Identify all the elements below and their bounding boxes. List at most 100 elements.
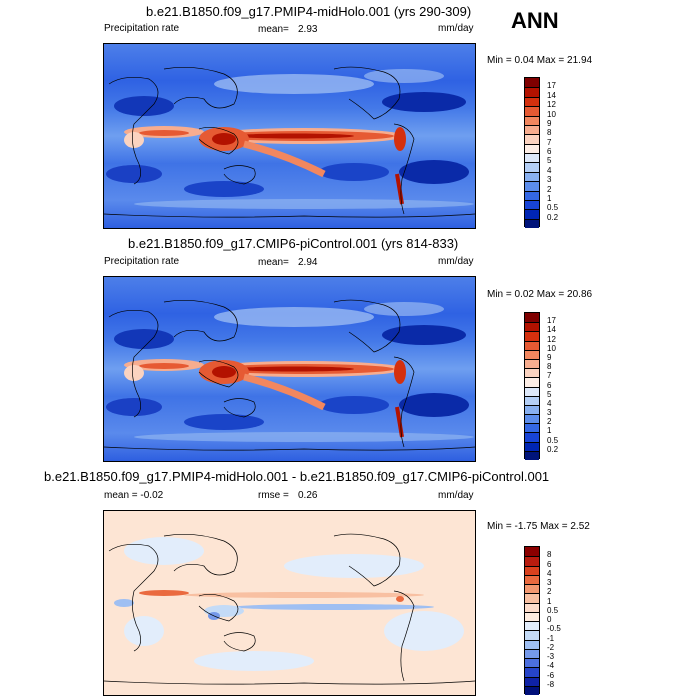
colorbar-cell [525, 584, 539, 594]
colorbar-label: 0.2 [547, 444, 559, 454]
colorbar-cell [525, 593, 539, 603]
panel-1-mean-value: 2.93 [298, 24, 318, 35]
panel-1-mean-label: mean= [258, 24, 289, 35]
panel-2-title: b.e21.B1850.f09_g17.CMIP6-piControl.001 … [128, 236, 459, 251]
colorbar-cell [525, 143, 539, 153]
colorbar-cell [525, 611, 539, 621]
season-label: ANN [511, 8, 559, 33]
colorbar-cell [525, 441, 539, 451]
colorbar-label: -1 [547, 633, 555, 643]
colorbar-cell [525, 630, 539, 640]
precipitation-map-2 [104, 277, 475, 461]
precipitation-map-1 [104, 44, 475, 228]
colorbar-label: 12 [547, 334, 556, 344]
colorbar-cell [525, 96, 539, 107]
colorbar-label: 4 [547, 398, 552, 408]
colorbar-cell [525, 349, 539, 359]
colorbar-cell [525, 199, 539, 210]
colorbar-label: 1 [547, 193, 552, 203]
colorbar-cell [525, 209, 539, 219]
colorbar-label: -2 [547, 642, 555, 652]
difference-map [104, 511, 475, 695]
panel-2-colorbar [524, 312, 540, 460]
colorbar-cell [525, 423, 539, 433]
colorbar-cell [525, 556, 539, 566]
colorbar-cell [525, 115, 539, 125]
colorbar-label: 8 [547, 550, 552, 560]
colorbar-label: 0.5 [547, 435, 559, 445]
colorbar-cell [525, 106, 539, 116]
colorbar-label: 5 [547, 389, 552, 399]
panel-1-colorbar [524, 77, 540, 228]
colorbar-label: 3 [547, 175, 552, 185]
colorbar-label: 4 [547, 165, 552, 175]
panel-1-title: b.e21.B1850.f09_g17.PMIP4-midHolo.001 (y… [146, 4, 472, 19]
panel-3-units: mm/day [438, 490, 474, 501]
panel-2-map [103, 276, 476, 462]
colorbar-cell [525, 368, 539, 378]
colorbar-label: 14 [547, 90, 556, 100]
colorbar-label: -6 [547, 670, 555, 680]
panel-3-rmse-label: rmse = [258, 490, 289, 501]
colorbar-cell [525, 87, 539, 97]
colorbar-label: -3 [547, 652, 555, 661]
colorbar-cell [525, 340, 539, 350]
colorbar-label: 14 [547, 325, 556, 335]
colorbar-label: 4 [547, 568, 552, 578]
colorbar-cell [525, 322, 539, 332]
panel-1-map [103, 43, 476, 229]
colorbar-cell [525, 78, 539, 88]
colorbar-cell [525, 450, 539, 460]
colorbar-label: 9 [547, 118, 552, 128]
colorbar-cell [525, 218, 539, 228]
colorbar-cell [525, 432, 539, 442]
panel-3-colorbar [524, 546, 540, 695]
colorbar-label: 2 [547, 184, 552, 194]
colorbar-label: 8 [547, 362, 552, 372]
colorbar-cell [525, 676, 539, 686]
colorbar-label: 7 [547, 371, 552, 381]
colorbar-label: 3 [547, 408, 552, 418]
colorbar-label: 17 [547, 81, 556, 91]
colorbar-cell [525, 171, 539, 182]
colorbar-cell [525, 414, 539, 424]
panel-3-map [103, 510, 476, 696]
colorbar-label: 1 [547, 426, 552, 436]
panel-2-mean-label: mean= [258, 257, 289, 268]
colorbar-cell [525, 153, 539, 163]
colorbar-label: 6 [547, 147, 552, 156]
colorbar-cell [525, 124, 539, 135]
colorbar-label: -4 [547, 661, 555, 671]
colorbar-cell [525, 377, 539, 387]
panel-2-mean-value: 2.94 [298, 257, 318, 268]
panel-3-rmse-value: 0.26 [298, 490, 318, 501]
panel-3-title: b.e21.B1850.f09_g17.PMIP4-midHolo.001 - … [44, 469, 550, 484]
panel-1-minmax: Min = 0.04 Max = 21.94 [487, 55, 593, 66]
colorbar-cell [525, 162, 539, 172]
panel-3-mean: mean = -0.02 [104, 490, 164, 501]
colorbar-label: 2 [547, 587, 552, 597]
panel-1-units: mm/day [438, 23, 474, 34]
colorbar-label: 0.2 [547, 212, 559, 222]
colorbar-label: 8 [547, 128, 552, 138]
colorbar-label: 6 [547, 559, 552, 569]
colorbar-label: -0.5 [547, 624, 561, 634]
colorbar-cell [525, 190, 539, 200]
colorbar-cell [525, 134, 539, 144]
colorbar-cell [525, 648, 539, 658]
colorbar-cell [525, 395, 539, 405]
colorbar-label: 10 [547, 343, 556, 353]
colorbar-label: 9 [547, 352, 552, 362]
colorbar-cell [525, 602, 539, 612]
colorbar-label: 7 [547, 137, 552, 147]
colorbar-cell [525, 547, 539, 557]
colorbar-cell [525, 358, 539, 369]
panel-2-variable-label: Precipitation rate [104, 256, 180, 267]
panel-3-minmax: Min = -1.75 Max = 2.52 [487, 521, 590, 532]
colorbar-cell [525, 639, 539, 649]
colorbar-cell [525, 574, 539, 584]
colorbar-label: 0.5 [547, 605, 559, 615]
colorbar-label: 12 [547, 100, 556, 110]
colorbar-label: 6 [547, 380, 552, 390]
colorbar-cell [525, 386, 539, 396]
